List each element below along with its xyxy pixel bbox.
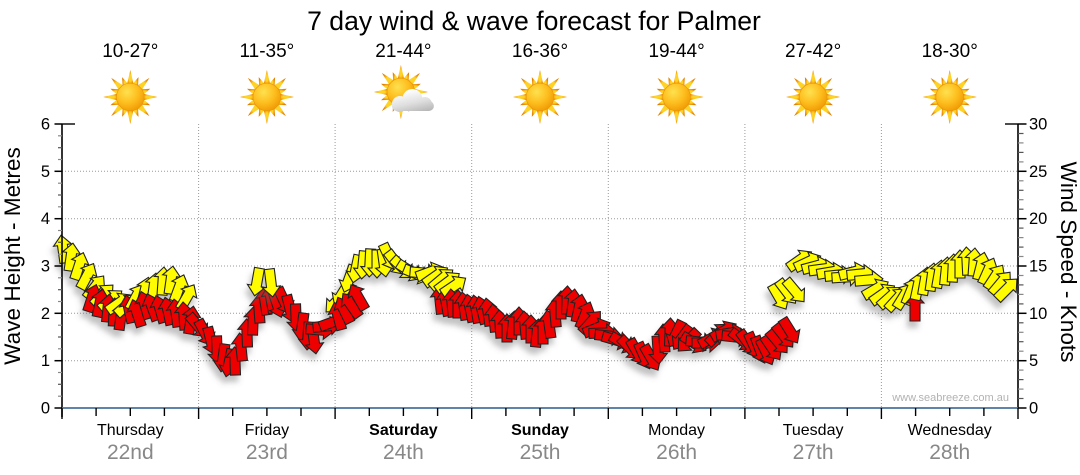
- svg-text:6: 6: [41, 116, 50, 134]
- svg-text:25: 25: [1029, 163, 1047, 181]
- svg-text:18-30°: 18-30°: [922, 41, 978, 62]
- svg-text:27-42°: 27-42°: [785, 41, 841, 62]
- svg-text:22nd: 22nd: [107, 441, 154, 464]
- svg-text:Wednesday: Wednesday: [908, 422, 992, 439]
- svg-text:30: 30: [1029, 116, 1047, 134]
- svg-text:5: 5: [41, 163, 50, 181]
- svg-text:24th: 24th: [383, 441, 424, 464]
- svg-text:0: 0: [1029, 400, 1038, 418]
- svg-text:15: 15: [1029, 258, 1047, 276]
- svg-text:20: 20: [1029, 210, 1047, 228]
- svg-text:16-36°: 16-36°: [512, 41, 568, 62]
- svg-text:Monday: Monday: [648, 422, 705, 439]
- svg-text:21-44°: 21-44°: [375, 41, 431, 62]
- svg-text:Sunday: Sunday: [511, 422, 569, 439]
- svg-text:5: 5: [1029, 352, 1038, 370]
- svg-text:23rd: 23rd: [246, 441, 288, 464]
- svg-text:28th: 28th: [929, 441, 970, 464]
- svg-text:27th: 27th: [793, 441, 834, 464]
- svg-text:Saturday: Saturday: [369, 422, 438, 439]
- svg-text:0: 0: [41, 400, 50, 418]
- svg-text:10-27°: 10-27°: [102, 41, 158, 62]
- svg-text:Thursday: Thursday: [97, 422, 164, 439]
- svg-text:1: 1: [41, 352, 50, 370]
- svg-text:4: 4: [41, 210, 50, 228]
- svg-text:25th: 25th: [520, 441, 561, 464]
- svg-text:11-35°: 11-35°: [240, 41, 295, 62]
- svg-text:10: 10: [1029, 305, 1047, 323]
- svg-text:7 day wind & wave forecast for: 7 day wind & wave forecast for Palmer: [307, 6, 761, 36]
- svg-text:Tuesday: Tuesday: [783, 422, 844, 439]
- svg-text:2: 2: [41, 305, 50, 323]
- svg-text:3: 3: [41, 258, 50, 276]
- svg-text:Wind Speed - Knots: Wind Speed - Knots: [1056, 162, 1080, 363]
- svg-text:26th: 26th: [656, 441, 697, 464]
- svg-text:Friday: Friday: [245, 422, 289, 439]
- svg-text:www.seabreeze.com.au: www.seabreeze.com.au: [891, 392, 1009, 404]
- svg-text:Wave Height - Metres: Wave Height - Metres: [0, 147, 25, 365]
- svg-text:19-44°: 19-44°: [648, 41, 704, 62]
